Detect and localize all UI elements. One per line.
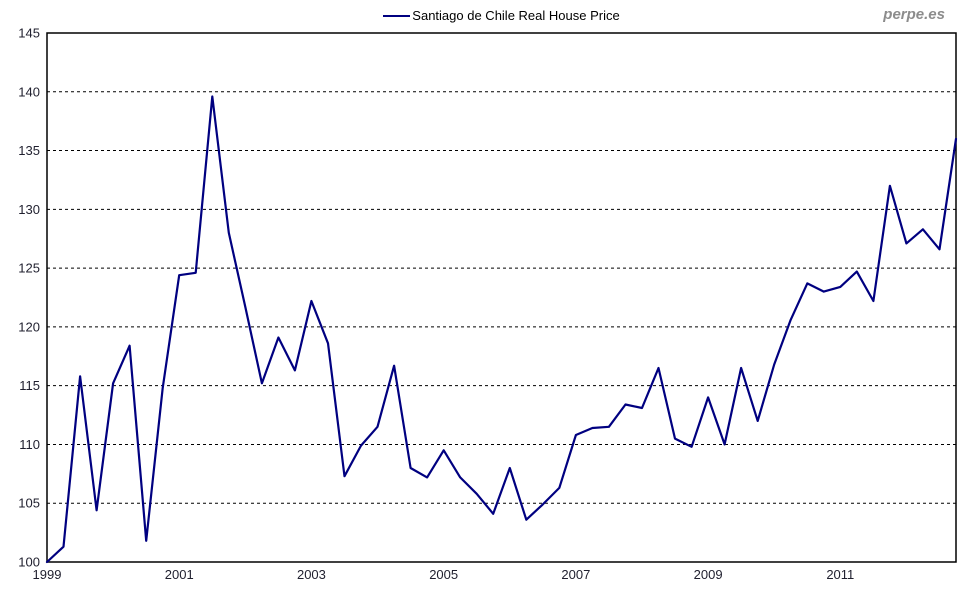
x-tick-label: 1999 [33, 567, 62, 582]
x-tick-label: 2003 [297, 567, 326, 582]
y-tick-label: 110 [19, 437, 40, 452]
y-tick-label: 130 [18, 202, 40, 217]
x-tick-label: 2007 [561, 567, 590, 582]
y-tick-label: 115 [19, 378, 40, 393]
x-tick-label: 2001 [165, 567, 194, 582]
y-tick-label: 120 [18, 319, 40, 334]
price-line-series [45, 95, 958, 564]
y-tick-label: 125 [18, 261, 40, 276]
watermark: perpe.es [883, 6, 945, 23]
y-tick-label: 135 [18, 143, 40, 158]
y-tick-label: 105 [18, 496, 40, 511]
plot-border [46, 32, 957, 563]
x-tick-label: 2009 [694, 567, 723, 582]
x-tick-label: 2011 [826, 567, 854, 582]
y-tick-label: 145 [18, 26, 40, 41]
y-tick-label: 140 [18, 84, 40, 99]
x-tick-label: 2005 [429, 567, 458, 582]
y-tick-label: 100 [18, 555, 40, 570]
